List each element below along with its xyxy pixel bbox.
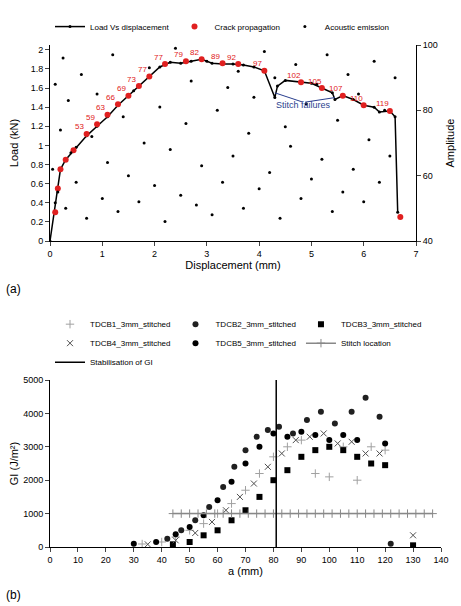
svg-text:63: 63 <box>96 103 105 112</box>
svg-text:Stitch location: Stitch location <box>341 339 391 348</box>
svg-text:0.8: 0.8 <box>31 160 44 170</box>
svg-text:105: 105 <box>308 77 322 86</box>
svg-text:77: 77 <box>138 65 147 74</box>
svg-text:2000: 2000 <box>23 475 43 485</box>
svg-text:79: 79 <box>174 50 183 59</box>
svg-text:Crack propagation: Crack propagation <box>214 23 279 32</box>
svg-text:Stitch failures: Stitch failures <box>276 100 331 110</box>
svg-text:30: 30 <box>129 555 139 565</box>
svg-text:120: 120 <box>378 555 393 565</box>
svg-text:130: 130 <box>406 555 421 565</box>
svg-text:5000: 5000 <box>23 375 43 385</box>
svg-text:0: 0 <box>38 236 43 246</box>
svg-text:1.8: 1.8 <box>31 64 44 74</box>
svg-text:1.2: 1.2 <box>31 121 44 131</box>
svg-text:80: 80 <box>423 105 433 115</box>
svg-text:1000: 1000 <box>23 509 43 519</box>
svg-text:3000: 3000 <box>23 442 43 452</box>
svg-text:73: 73 <box>127 75 136 84</box>
svg-text:TDCB3_3mm_stitched: TDCB3_3mm_stitched <box>341 320 421 329</box>
svg-text:TDCB2_3mm_stitched: TDCB2_3mm_stitched <box>215 320 295 329</box>
svg-text:102: 102 <box>287 71 301 80</box>
svg-text:6: 6 <box>361 249 366 259</box>
svg-text:40: 40 <box>157 555 167 565</box>
html-text:(a): (a) <box>6 282 21 296</box>
svg-text:TDCB5_3mm_stitched: TDCB5_3mm_stitched <box>215 339 295 348</box>
svg-text:70: 70 <box>240 555 250 565</box>
svg-text:119: 119 <box>376 99 389 108</box>
svg-text:60: 60 <box>423 171 433 181</box>
svg-text:77: 77 <box>154 53 163 62</box>
svg-text:107: 107 <box>329 84 343 93</box>
svg-text:60: 60 <box>213 555 223 565</box>
html-text:(b): (b) <box>6 588 21 602</box>
svg-text:0: 0 <box>47 249 52 259</box>
svg-text:80: 80 <box>268 555 278 565</box>
svg-text:1: 1 <box>38 141 43 151</box>
svg-text:0.6: 0.6 <box>31 179 44 189</box>
svg-text:10: 10 <box>73 555 83 565</box>
svg-text:97: 97 <box>253 59 262 68</box>
svg-text:0.2: 0.2 <box>31 217 44 227</box>
svg-text:90: 90 <box>296 555 306 565</box>
svg-text:3: 3 <box>204 249 209 259</box>
svg-text:20: 20 <box>101 555 111 565</box>
svg-text:100: 100 <box>322 555 337 565</box>
svg-text:Load (kN): Load (kN) <box>8 119 20 167</box>
svg-text:Acoustic emission: Acoustic emission <box>325 23 389 32</box>
svg-text:0: 0 <box>47 555 52 565</box>
svg-text:40: 40 <box>423 236 433 246</box>
svg-text:TDCB1_3mm_stitched: TDCB1_3mm_stitched <box>90 320 170 329</box>
svg-text:5: 5 <box>309 249 314 259</box>
svg-text:1.4: 1.4 <box>31 102 44 112</box>
svg-text:50: 50 <box>185 555 195 565</box>
svg-text:2: 2 <box>38 45 43 55</box>
svg-text:59: 59 <box>86 113 95 122</box>
svg-text:7: 7 <box>413 249 418 259</box>
svg-text:110: 110 <box>350 555 364 565</box>
svg-text:82: 82 <box>190 48 199 57</box>
svg-text:1.6: 1.6 <box>31 83 44 93</box>
svg-text:53: 53 <box>75 122 84 131</box>
svg-text:0: 0 <box>38 542 43 552</box>
svg-text:4: 4 <box>257 249 262 259</box>
svg-text:100: 100 <box>423 40 438 50</box>
svg-text:Amplitude: Amplitude <box>444 119 456 168</box>
svg-text:140: 140 <box>433 555 448 565</box>
svg-text:89: 89 <box>211 52 220 61</box>
svg-text:Displacement (mm): Displacement (mm) <box>185 259 280 271</box>
svg-text:0.4: 0.4 <box>31 198 44 208</box>
svg-text:2: 2 <box>152 249 157 259</box>
svg-text:Load Vs displacement: Load Vs displacement <box>90 23 169 32</box>
svg-text:4000: 4000 <box>23 409 43 419</box>
svg-text:Stabilisation of GI: Stabilisation of GI <box>90 358 153 367</box>
svg-text:92: 92 <box>227 53 236 62</box>
svg-text:TDCB4_3mm_stitched: TDCB4_3mm_stitched <box>90 339 170 348</box>
svg-text:1: 1 <box>100 249 105 259</box>
svg-text:69: 69 <box>117 84 126 93</box>
svg-text:GI (J/m²): GI (J/m²) <box>8 442 20 485</box>
svg-text:a (mm): a (mm) <box>228 565 263 577</box>
svg-text:110: 110 <box>350 94 363 103</box>
svg-text:66: 66 <box>106 93 115 102</box>
